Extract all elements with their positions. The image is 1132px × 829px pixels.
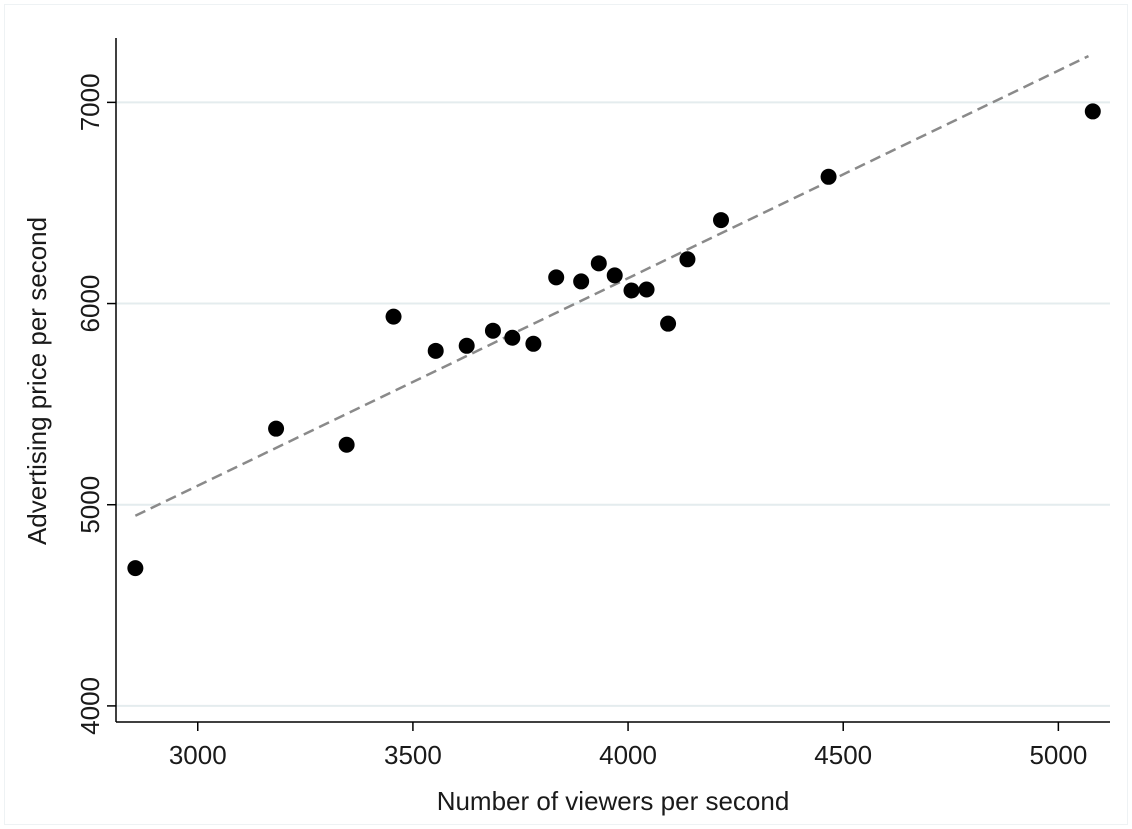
tick-labels: 3000 3500 4000 4500 5000 4000 5000 6000 7000 bbox=[75, 73, 1087, 770]
scatter-point-2 bbox=[338, 436, 355, 453]
scatter-point-19 bbox=[1084, 103, 1101, 120]
scatter-point-16 bbox=[679, 251, 696, 268]
scatter-point-18 bbox=[820, 168, 837, 185]
scatter-point-15 bbox=[660, 315, 677, 332]
scatter-point-4 bbox=[427, 342, 444, 359]
x-tick-label-3500: 3500 bbox=[384, 740, 442, 770]
data-points bbox=[127, 103, 1101, 577]
grid-lines bbox=[116, 101, 1110, 707]
y-tick-label-6000: 6000 bbox=[75, 275, 105, 333]
y-tick-label-4000: 4000 bbox=[75, 677, 105, 735]
x-tick-label-3000: 3000 bbox=[169, 740, 227, 770]
y-tick-label-5000: 5000 bbox=[75, 476, 105, 534]
x-tick-label-4500: 4500 bbox=[814, 740, 872, 770]
scatter-point-9 bbox=[548, 269, 565, 286]
scatter-point-13 bbox=[623, 282, 640, 299]
x-tick-label-4000: 4000 bbox=[599, 740, 657, 770]
scatter-point-0 bbox=[127, 560, 144, 577]
fit-line-layer bbox=[134, 54, 1090, 517]
scatter-point-1 bbox=[268, 420, 285, 437]
scatter-point-14 bbox=[638, 281, 655, 298]
scatter-point-17 bbox=[713, 212, 730, 229]
scatter-point-3 bbox=[385, 308, 402, 325]
scatter-point-11 bbox=[590, 255, 607, 272]
scatter-point-8 bbox=[525, 335, 542, 352]
scatter-point-12 bbox=[606, 267, 623, 284]
y-axis-title: Advertising price per second bbox=[22, 217, 52, 545]
scatter-point-10 bbox=[573, 273, 590, 290]
y-tick-label-7000: 7000 bbox=[75, 73, 105, 131]
scatter-point-5 bbox=[458, 337, 475, 354]
x-axis-title: Number of viewers per second bbox=[437, 786, 790, 816]
scatter-point-6 bbox=[484, 322, 501, 339]
x-tick-label-5000: 5000 bbox=[1029, 740, 1087, 770]
scatter-point-7 bbox=[504, 329, 521, 346]
fit-line bbox=[134, 54, 1090, 517]
axes bbox=[107, 38, 1110, 731]
